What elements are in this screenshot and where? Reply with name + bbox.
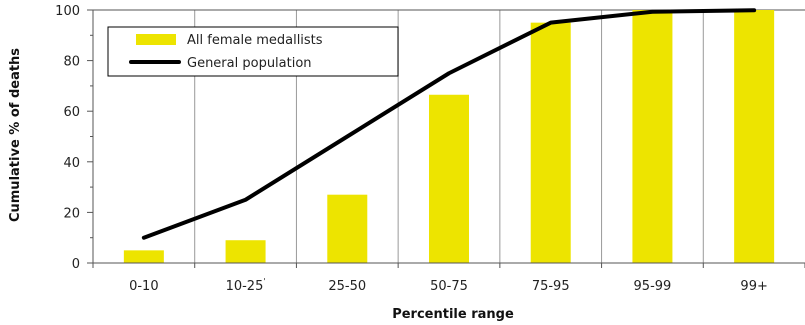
x-axis-title: Percentile range [392,307,514,322]
bar-series [123,10,775,264]
y-axis-title: Cumulative % of deaths [8,48,23,222]
y-tick-label: 20 [63,206,80,221]
y-tick-labels: 0 20 40 60 80 100 [55,4,80,272]
x-tick-label: 0-10 [129,279,159,294]
legend-bar-swatch [136,34,176,45]
x-tick-label: 99+ [740,279,767,294]
y-tick-label: 100 [55,4,80,19]
legend: All female medallists General population [107,26,399,77]
y-tick-label: 40 [63,156,80,171]
axes [87,9,805,268]
y-tick-label: 80 [63,55,80,70]
legend-bar-label: All female medallists [187,33,323,48]
bar [327,194,368,263]
bar [530,22,571,264]
legend-line-label: General population [187,56,312,71]
bar [123,250,164,263]
bar [429,94,469,263]
x-tick-label: 50-75 [430,279,468,294]
bar [734,10,775,263]
x-tick-label: 95-99 [634,279,672,294]
x-tick-labels: 0-10 10-25' 25-50 50-75 75-95 95-99 99+ [129,277,768,294]
bar [632,10,673,263]
bar [225,240,266,263]
y-tick-label: 60 [63,105,80,120]
line-series [141,8,757,240]
x-tick-label: 10-25' [226,277,266,294]
x-tick-label: 75-95 [532,279,570,294]
x-tick-label: 25-50 [328,279,366,294]
y-tick-label: 0 [72,257,80,272]
